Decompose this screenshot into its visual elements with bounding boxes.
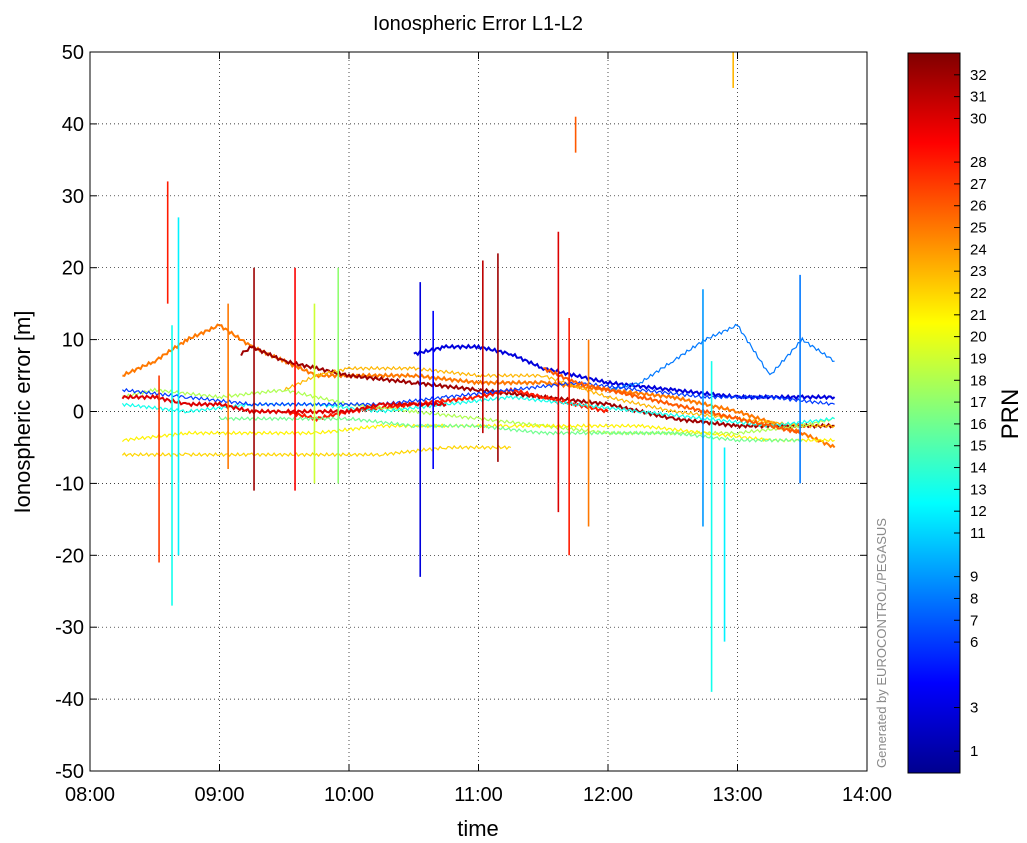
colorbar-tick-label: 11: [970, 525, 986, 542]
series-line-prn-30: [121, 393, 447, 415]
x-tick-label: 11:00: [454, 784, 503, 806]
colorbar-tick-label: 27: [970, 176, 987, 193]
series-line-prn-26: [543, 367, 803, 435]
x-tick-label: 14:00: [842, 784, 892, 806]
colorbar-tick-label: 23: [970, 263, 987, 280]
series-line-prn-16: [219, 416, 803, 443]
colorbar-tick-label: 32: [970, 67, 987, 84]
colorbar-tick-label: 26: [970, 198, 987, 215]
x-tick-label: 12:00: [583, 784, 633, 806]
series-layer: [121, 52, 836, 692]
colorbar-tick-label: 13: [970, 481, 987, 498]
y-tick-label: -50: [55, 761, 84, 783]
x-tick-label: 10:00: [324, 784, 374, 806]
colorbar-tick-label: 1: [970, 743, 978, 760]
x-axis-label: time: [457, 816, 499, 841]
colorbar-tick-label: 3: [970, 700, 978, 717]
x-tick-label: 08:00: [65, 784, 115, 806]
y-tick-label: -40: [55, 689, 84, 711]
colorbar-tick-label: 15: [970, 438, 987, 455]
colorbar-tick-label: 16: [970, 416, 987, 433]
y-tick-label: 0: [73, 402, 84, 424]
colorbar-tick-label: 14: [970, 460, 987, 477]
colorbar-tick-label: 28: [970, 154, 987, 171]
series-line-prn-21: [121, 423, 835, 443]
colorbar-ticks: 3231302827262524232221201918171615141312…: [954, 67, 987, 760]
series-line-prn-6: [121, 380, 835, 407]
y-tick-label: 30: [62, 186, 84, 208]
series-line-prn-13: [121, 394, 835, 428]
series-line-prn-22: [121, 444, 512, 458]
colorbar-tick-label: 9: [970, 569, 978, 586]
series-line-prn-18: [122, 387, 835, 436]
y-axis-ticks: 50 40 30 20 10 0 -10 -20 -30 -40 -50: [55, 42, 867, 783]
y-tick-label: 10: [62, 330, 84, 352]
x-tick-label: 13:00: [712, 784, 762, 806]
colorbar-tick-label: 24: [970, 241, 987, 258]
x-tick-label: 09:00: [194, 784, 244, 806]
y-tick-label: -10: [55, 473, 84, 495]
y-tick-label: -30: [55, 617, 84, 639]
colorbar-tick-label: 25: [970, 220, 987, 237]
colorbar-tick-label: 20: [970, 329, 987, 346]
colorbar-tick-label: 19: [970, 350, 987, 367]
colorbar-tick-label: 8: [970, 590, 978, 607]
y-tick-label: -20: [55, 545, 84, 567]
colorbar-tick-label: 21: [970, 307, 987, 324]
series-line-prn-8: [607, 323, 835, 392]
chart-title: Ionospheric Error L1-L2: [373, 13, 583, 35]
y-tick-label: 50: [62, 42, 84, 64]
grid-lines: [90, 52, 867, 771]
colorbar-tick-label: 30: [970, 110, 987, 127]
watermark: Generated by EUROCONTROL/PEGASUS: [874, 518, 889, 768]
colorbar-tick-label: 22: [970, 285, 987, 302]
y-tick-label: 20: [62, 258, 84, 280]
colorbar-tick-label: 17: [970, 394, 987, 411]
x-axis-ticks: 08:00 09:00 10:00 11:00 12:00 13:00 14:00: [65, 52, 892, 806]
series-line-prn-25: [122, 323, 836, 449]
colorbar-label: PRN: [997, 389, 1024, 440]
colorbar: [907, 52, 961, 774]
colorbar-tick-label: 7: [970, 612, 978, 629]
colorbar-tick-label: 18: [970, 372, 987, 389]
colorbar-tick-label: 6: [970, 634, 978, 651]
colorbar-tick-label: 12: [970, 503, 987, 520]
colorbar-tick-label: 31: [970, 89, 987, 106]
y-tick-label: 40: [62, 114, 84, 136]
series-line-prn-23: [283, 365, 835, 429]
y-axis-label: Ionospheric error [m]: [10, 311, 35, 514]
